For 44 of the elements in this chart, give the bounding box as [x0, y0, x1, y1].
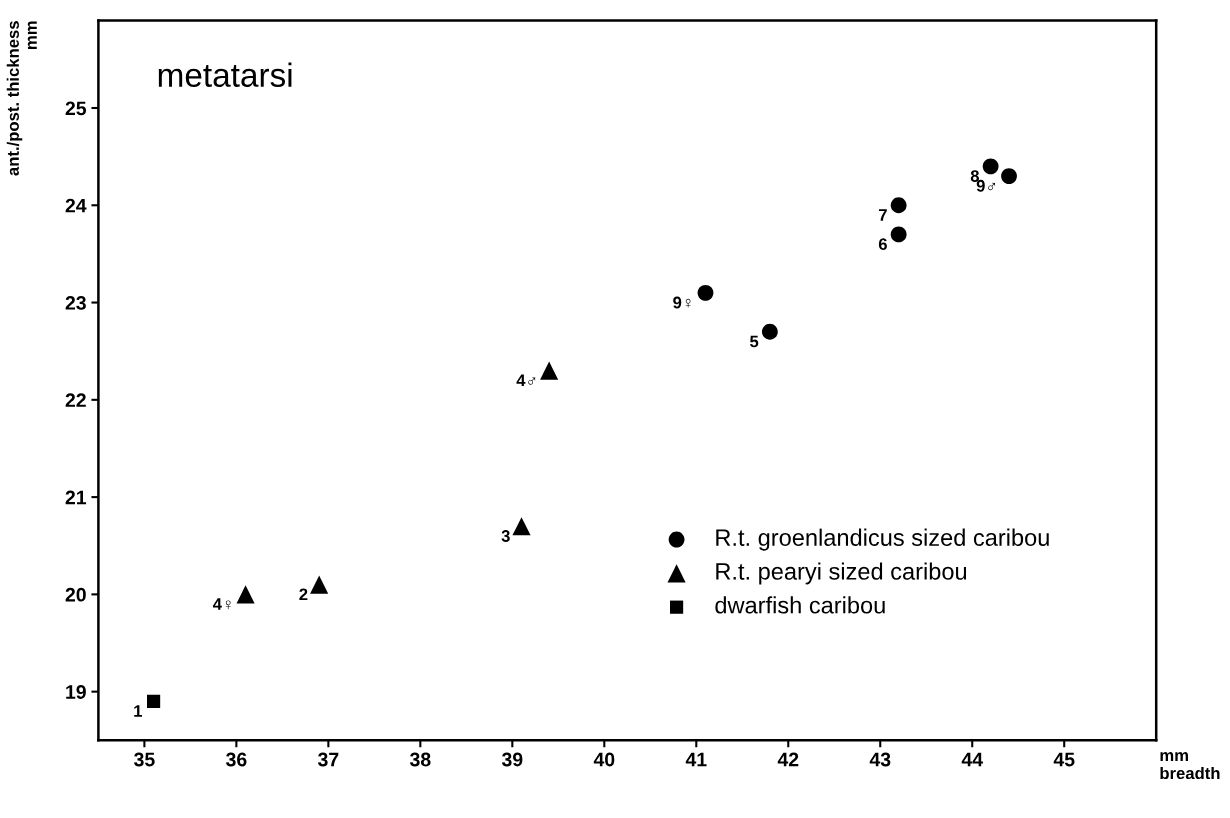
x-tick-label: 42: [777, 752, 799, 767]
x-tick-label: 41: [685, 752, 707, 767]
point: [890, 197, 907, 214]
x-tick-label: 44: [961, 752, 983, 767]
y-tick-label: 19: [66, 685, 86, 699]
point: [761, 323, 778, 340]
annotation: 5: [750, 335, 759, 348]
y-tick-label: 22: [65, 393, 86, 407]
legend-label: R.t. pearyi sized caribou: [716, 562, 967, 585]
x-tick-label: 38: [409, 752, 431, 767]
x-tick-label: 40: [593, 752, 615, 767]
legend-label: R.t. groenlandicus sized caribou: [716, 528, 1049, 551]
point: [890, 226, 907, 243]
annotation: 3: [501, 530, 510, 542]
x-tick-label: 37: [317, 752, 339, 767]
x-tick-label: 39: [501, 752, 523, 767]
x-tick-label: 35: [134, 752, 155, 767]
y-tick-label: 25: [65, 101, 87, 116]
annotation: 9♀: [673, 296, 691, 309]
y-tick-label: 20: [65, 587, 86, 602]
point: [310, 575, 329, 594]
y-tick-label: 23: [65, 296, 86, 310]
point: [540, 361, 559, 380]
x-tick-label: 43: [869, 752, 891, 767]
text: metatarsi: [158, 62, 292, 87]
point: [147, 694, 161, 708]
x-axis-title: mm breadth: [1160, 752, 1220, 780]
point: [697, 284, 714, 301]
annotation: 7: [878, 209, 887, 221]
annotation: 4♀: [212, 598, 231, 610]
annotation: 6: [878, 238, 887, 251]
x-tick-label: 45: [1053, 752, 1075, 767]
y-tick-label: 21: [65, 490, 87, 505]
y-axis-title: ant./post. thickness mm: [6, 21, 37, 176]
annotation: 2: [299, 588, 308, 601]
point: [236, 585, 255, 604]
x-tick-label: 36: [226, 752, 247, 767]
annotation: 4♂: [516, 374, 536, 387]
annotation: 1: [134, 705, 143, 717]
y-tick-label: 24: [65, 198, 87, 213]
legend-label: dwarfish caribou: [715, 596, 885, 614]
point: [982, 158, 999, 175]
point: [512, 517, 531, 536]
point: [1001, 168, 1017, 185]
